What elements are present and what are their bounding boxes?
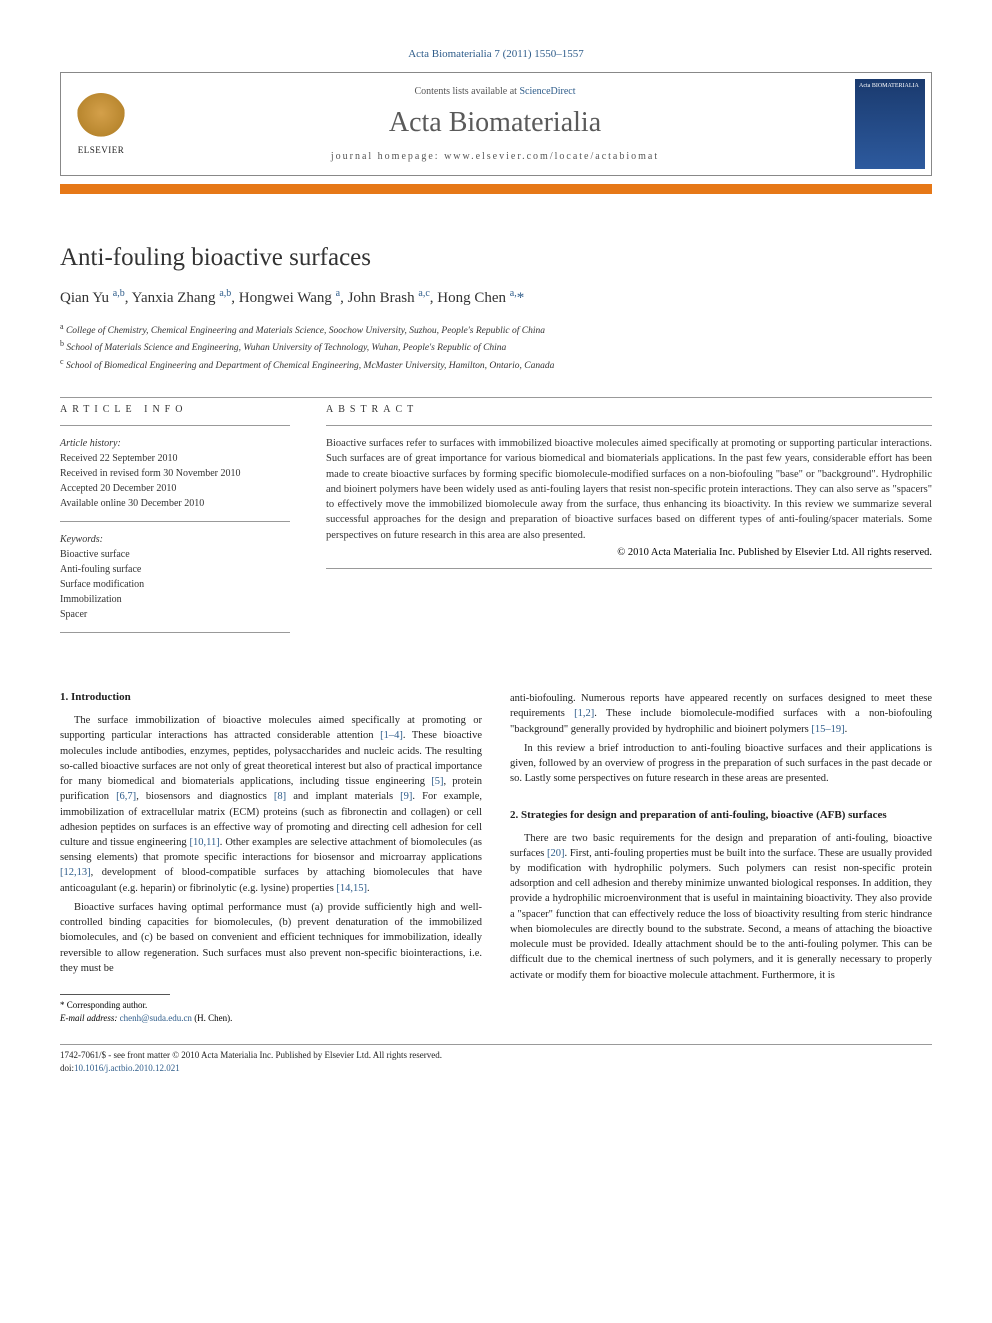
body-column-left: 1. Introduction The surface immobilizati… bbox=[60, 691, 482, 1024]
article-title: Anti-fouling bioactive surfaces bbox=[60, 244, 932, 272]
article-history: Article history: Received 22 September 2… bbox=[60, 436, 290, 511]
email-label: E-mail address: bbox=[60, 1013, 117, 1023]
col2-para-2: In this review a brief introduction to a… bbox=[510, 741, 932, 787]
section-2-text: There are two basic requirements for the… bbox=[510, 831, 932, 983]
corresponding-author-footnote: * Corresponding author. E-mail address: … bbox=[60, 999, 482, 1024]
elsevier-logo: ELSEVIER bbox=[61, 79, 141, 169]
accepted-date: Accepted 20 December 2010 bbox=[60, 481, 290, 496]
article-info-heading: ARTICLE INFO bbox=[60, 404, 290, 415]
keyword: Surface modification bbox=[60, 577, 290, 592]
keywords-block: Keywords: Bioactive surface Anti-fouling… bbox=[60, 532, 290, 622]
journal-reference: Acta Biomaterialia 7 (2011) 1550–1557 bbox=[60, 48, 932, 60]
abstract-heading: ABSTRACT bbox=[326, 404, 932, 415]
article-info-column: ARTICLE INFO Article history: Received 2… bbox=[60, 404, 290, 643]
abstract-copyright: © 2010 Acta Materialia Inc. Published by… bbox=[326, 547, 932, 558]
divider bbox=[60, 397, 932, 398]
affiliation-c: c School of Biomedical Engineering and D… bbox=[60, 356, 932, 373]
section-1-heading: 1. Introduction bbox=[60, 691, 482, 703]
col2-para-1: anti-biofouling. Numerous reports have a… bbox=[510, 691, 932, 737]
intro-para-2: Bioactive surfaces having optimal perfor… bbox=[60, 900, 482, 976]
journal-cover-thumbnail: Acta BIOMATERIALIA bbox=[855, 79, 925, 169]
section-2-heading: 2. Strategies for design and preparation… bbox=[510, 809, 932, 821]
elsevier-label: ELSEVIER bbox=[78, 145, 125, 155]
keyword: Spacer bbox=[60, 607, 290, 622]
homepage-url[interactable]: www.elsevier.com/locate/actabiomat bbox=[444, 151, 659, 162]
received-date: Received 22 September 2010 bbox=[60, 451, 290, 466]
footnote-divider bbox=[60, 994, 170, 995]
revised-date: Received in revised form 30 November 201… bbox=[60, 466, 290, 481]
header-center: Contents lists available at ScienceDirec… bbox=[141, 76, 849, 172]
doi-label: doi: bbox=[60, 1063, 74, 1073]
sciencedirect-link[interactable]: ScienceDirect bbox=[519, 86, 575, 97]
keyword: Immobilization bbox=[60, 592, 290, 607]
journal-header-box: ELSEVIER Contents lists available at Sci… bbox=[60, 72, 932, 176]
footer-divider bbox=[60, 1044, 932, 1045]
homepage-line: journal homepage: www.elsevier.com/locat… bbox=[141, 151, 849, 162]
corresponding-email[interactable]: chenh@suda.edu.cn bbox=[120, 1013, 192, 1023]
body-column-right: anti-biofouling. Numerous reports have a… bbox=[510, 691, 932, 1024]
journal-name: Acta Biomaterialia bbox=[141, 107, 849, 139]
elsevier-tree-icon bbox=[76, 93, 126, 143]
col2-continuation: anti-biofouling. Numerous reports have a… bbox=[510, 691, 932, 786]
online-date: Available online 30 December 2010 bbox=[60, 496, 290, 511]
authors-line: Qian Yu a,b, Yanxia Zhang a,b, Hongwei W… bbox=[60, 288, 932, 307]
affiliation-a: a College of Chemistry, Chemical Enginee… bbox=[60, 321, 932, 338]
keyword: Bioactive surface bbox=[60, 547, 290, 562]
email-author-name: (H. Chen). bbox=[194, 1013, 232, 1023]
intro-text: The surface immobilization of bioactive … bbox=[60, 713, 482, 976]
keywords-label: Keywords: bbox=[60, 532, 290, 547]
contents-prefix: Contents lists available at bbox=[414, 86, 519, 97]
contents-available-line: Contents lists available at ScienceDirec… bbox=[141, 86, 849, 97]
abstract-column: ABSTRACT Bioactive surfaces refer to sur… bbox=[326, 404, 932, 643]
doi-link[interactable]: 10.1016/j.actbio.2010.12.021 bbox=[74, 1063, 180, 1073]
issn-line: 1742-7061/$ - see front matter © 2010 Ac… bbox=[60, 1049, 932, 1062]
keyword: Anti-fouling surface bbox=[60, 562, 290, 577]
corresponding-label: * Corresponding author. bbox=[60, 999, 482, 1012]
homepage-label: journal homepage: bbox=[331, 151, 444, 162]
footer-text: 1742-7061/$ - see front matter © 2010 Ac… bbox=[60, 1049, 932, 1074]
cover-text: Acta BIOMATERIALIA bbox=[859, 83, 919, 89]
accent-bar bbox=[60, 184, 932, 194]
affiliations: a College of Chemistry, Chemical Enginee… bbox=[60, 321, 932, 373]
history-label: Article history: bbox=[60, 436, 290, 451]
intro-para-1: The surface immobilization of bioactive … bbox=[60, 713, 482, 896]
affiliation-b: b School of Materials Science and Engine… bbox=[60, 338, 932, 355]
abstract-text: Bioactive surfaces refer to surfaces wit… bbox=[326, 436, 932, 543]
section-2-para-1: There are two basic requirements for the… bbox=[510, 831, 932, 983]
